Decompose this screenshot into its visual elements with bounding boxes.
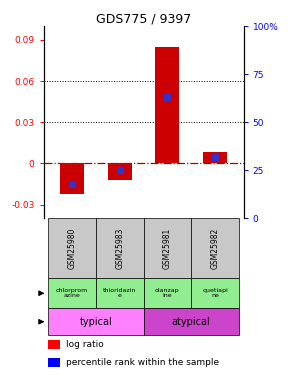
Bar bbox=[48, 308, 144, 335]
Text: olanzap
ine: olanzap ine bbox=[155, 288, 180, 298]
Bar bbox=[191, 278, 239, 308]
Bar bbox=[144, 278, 191, 308]
Bar bbox=[108, 164, 132, 180]
Bar bbox=[48, 340, 59, 349]
Bar bbox=[203, 152, 227, 164]
Bar bbox=[96, 278, 144, 308]
Text: other: other bbox=[0, 374, 1, 375]
Title: GDS775 / 9397: GDS775 / 9397 bbox=[96, 12, 191, 25]
Text: chlorprom
azine: chlorprom azine bbox=[56, 288, 88, 298]
Text: GSM25980: GSM25980 bbox=[68, 228, 77, 269]
Bar bbox=[96, 218, 144, 278]
Text: percentile rank within the sample: percentile rank within the sample bbox=[66, 358, 219, 367]
Bar bbox=[48, 218, 96, 278]
Text: atypical: atypical bbox=[172, 317, 211, 327]
Text: thioridazin
e: thioridazin e bbox=[103, 288, 136, 298]
Bar bbox=[155, 47, 179, 164]
Bar bbox=[191, 218, 239, 278]
Bar bbox=[144, 218, 191, 278]
Text: log ratio: log ratio bbox=[66, 340, 103, 349]
Text: GSM25983: GSM25983 bbox=[115, 228, 124, 269]
Text: GSM25982: GSM25982 bbox=[211, 228, 220, 269]
Bar bbox=[48, 278, 96, 308]
Bar bbox=[48, 358, 59, 367]
Text: quetiapi
ne: quetiapi ne bbox=[202, 288, 228, 298]
Text: GSM25981: GSM25981 bbox=[163, 228, 172, 269]
Bar bbox=[60, 164, 84, 194]
Bar bbox=[144, 308, 239, 335]
Text: agent: agent bbox=[0, 374, 1, 375]
Text: typical: typical bbox=[79, 317, 112, 327]
